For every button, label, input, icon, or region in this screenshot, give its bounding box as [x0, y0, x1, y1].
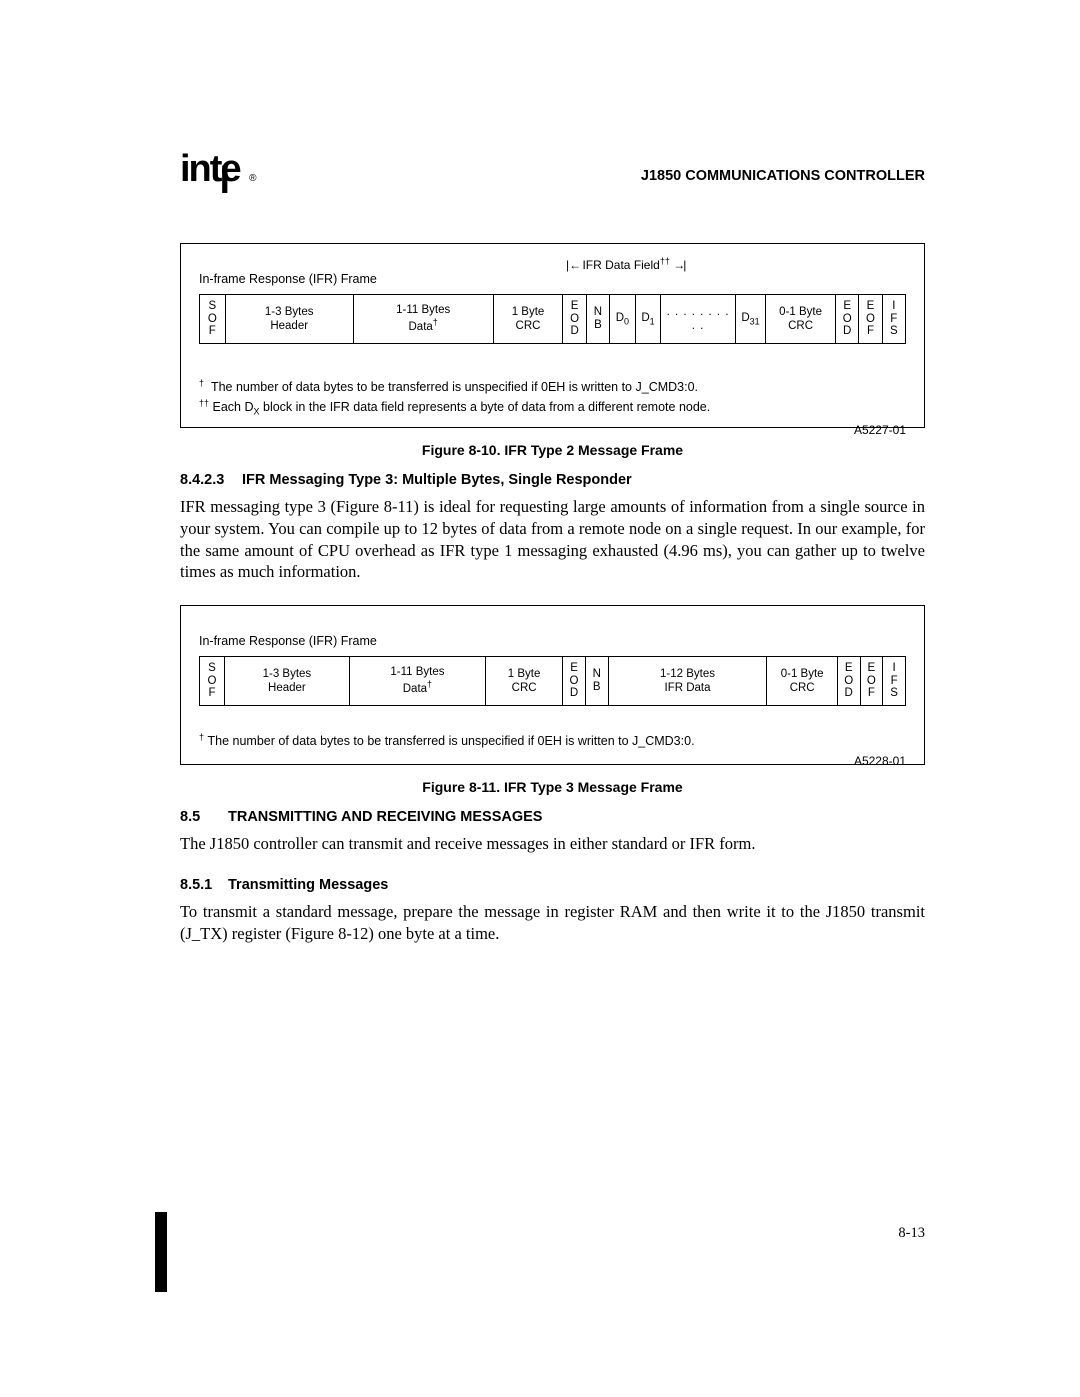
cell-d31: D31 [735, 295, 765, 344]
cell2-sof: SOF [200, 657, 225, 706]
sec-8-5-head: 8.5 TRANSMITTING AND RECEIVING MESSAGES [180, 809, 925, 825]
doc-title: J1850 COMMUNICATIONS CONTROLLER [641, 168, 925, 188]
sec2-num: 8.5 [180, 809, 228, 825]
cell-sof: SOF [200, 295, 226, 344]
cell-dots: . . . . . . . . . . [661, 295, 736, 344]
cell-data: 1-11 BytesData† [353, 295, 493, 344]
ifr-field-label: IFR Data Field [582, 258, 659, 272]
cell2-nb: NB [585, 657, 608, 706]
cell2-crc1: 1 Byte CRC [486, 657, 563, 706]
sec-8-5-1-body: To transmit a standard message, prepare … [180, 901, 925, 945]
sec-8-5-body: The J1850 controller can transmit and re… [180, 833, 925, 855]
ifr-field-dag: †† [660, 256, 670, 266]
figure-8-11-box: In-frame Response (IFR) Frame SOF 1-3 By… [180, 605, 925, 765]
sec2-title: TRANSMITTING AND RECEIVING MESSAGES [228, 809, 542, 825]
cell-ifs: IFS [882, 295, 905, 344]
cell2-data: 1-11 BytesData† [349, 657, 485, 706]
cell-crc1: 1 Byte CRC [493, 295, 563, 344]
sec-8-4-2-3-head: 8.4.2.3 IFR Messaging Type 3: Multiple B… [180, 472, 925, 488]
cell-eod2: EOD [836, 295, 859, 344]
cell-eod1: EOD [563, 295, 586, 344]
registered-mark: ® [249, 173, 254, 184]
intel-logo: intel ® [180, 150, 254, 188]
page-number: 8-13 [898, 1225, 925, 1242]
ifr-field-annot: |← IFR Data Field†† →| [566, 256, 686, 272]
frame-label-2: In-frame Response (IFR) Frame [199, 634, 906, 648]
fig1-note2: †† Each DX block in the IFR data field r… [199, 398, 906, 417]
cell2-ifrdata: 1-12 Bytes IFR Data [608, 657, 767, 706]
cell-nb: NB [586, 295, 609, 344]
page-root: intel ® J1850 COMMUNICATIONS CONTROLLER … [0, 0, 1080, 1397]
fig1-caption: Figure 8-10. IFR Type 2 Message Frame [180, 442, 925, 458]
sec3-num: 8.5.1 [180, 877, 228, 893]
fig1-id: A5227-01 [199, 423, 906, 437]
binder-mark [155, 1212, 167, 1292]
cell2-header: 1-3 Bytes Header [224, 657, 349, 706]
cell2-eod2: EOD [837, 657, 860, 706]
fig2-id: A5228-01 [199, 754, 906, 768]
fig2-note1: † The number of data bytes to be transfe… [199, 732, 906, 748]
cell-eof: EOF [859, 295, 882, 344]
frame-label-1: In-frame Response (IFR) Frame [199, 272, 906, 286]
sec3-title: Transmitting Messages [228, 877, 388, 893]
frame-table-1: SOF 1-3 Bytes Header 1-11 BytesData† 1 B… [199, 294, 906, 344]
frame-table-2: SOF 1-3 Bytes Header 1-11 BytesData† 1 B… [199, 656, 906, 706]
cell2-eof: EOF [860, 657, 883, 706]
cell-d0: D0 [610, 295, 636, 344]
cell2-eod1: EOD [563, 657, 586, 706]
figure-8-10-box: |← IFR Data Field†† →| In-frame Response… [180, 243, 925, 428]
page-header: intel ® J1850 COMMUNICATIONS CONTROLLER [180, 150, 925, 188]
fig1-note1: † The number of data bytes to be transfe… [199, 378, 906, 394]
cell2-crc2: 0-1 Byte CRC [767, 657, 837, 706]
sec-num: 8.4.2.3 [180, 472, 242, 488]
sec-title: IFR Messaging Type 3: Multiple Bytes, Si… [242, 472, 632, 488]
cell-d1: D1 [635, 295, 661, 344]
fig2-caption: Figure 8-11. IFR Type 3 Message Frame [180, 779, 925, 795]
cell2-ifs: IFS [883, 657, 906, 706]
sec-8-5-1-head: 8.5.1 Transmitting Messages [180, 877, 925, 893]
cell-crc2: 0-1 Byte CRC [766, 295, 836, 344]
sec-8-4-2-3-body: IFR messaging type 3 (Figure 8-11) is id… [180, 496, 925, 583]
cell-header: 1-3 Bytes Header [225, 295, 353, 344]
